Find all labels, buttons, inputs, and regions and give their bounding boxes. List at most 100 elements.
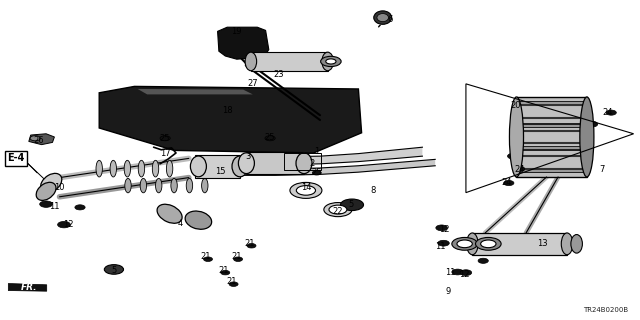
Ellipse shape [322,52,333,71]
Ellipse shape [245,52,257,71]
Circle shape [160,136,170,141]
Text: 11: 11 [445,268,455,277]
Ellipse shape [125,179,131,193]
Circle shape [586,121,598,127]
Circle shape [30,136,40,141]
Ellipse shape [40,173,62,193]
Circle shape [515,166,525,172]
Ellipse shape [186,179,193,193]
Text: 21: 21 [219,266,229,275]
Text: E-4: E-4 [7,153,25,164]
Ellipse shape [377,13,388,22]
Text: 21: 21 [232,252,242,261]
Text: 17: 17 [160,149,170,158]
Circle shape [340,199,364,211]
Circle shape [452,237,477,250]
Circle shape [478,258,488,263]
Ellipse shape [156,179,162,193]
Text: 10: 10 [54,183,64,192]
Ellipse shape [140,179,147,193]
Bar [520,147,583,149]
Text: 25: 25 [160,134,170,143]
Text: 13: 13 [538,239,548,248]
Text: 24: 24 [603,108,613,117]
Text: 26: 26 [33,136,44,145]
Ellipse shape [166,160,173,177]
Text: 11: 11 [435,242,445,251]
Polygon shape [99,86,362,153]
Ellipse shape [157,204,182,223]
Ellipse shape [152,160,159,177]
Text: 4: 4 [178,220,183,228]
Circle shape [452,269,463,275]
Circle shape [476,237,501,250]
Ellipse shape [110,160,116,177]
Text: 21: 21 [227,277,237,286]
Text: 9: 9 [445,287,451,296]
Bar [520,102,583,104]
Text: 19: 19 [232,27,242,36]
Ellipse shape [374,11,392,24]
Ellipse shape [185,211,212,229]
Text: TR24B0200B: TR24B0200B [583,307,628,313]
Bar [251,52,328,71]
Ellipse shape [96,160,102,177]
Circle shape [296,186,316,195]
Text: 14: 14 [301,183,311,192]
Bar [519,101,584,106]
Circle shape [265,136,275,141]
Circle shape [504,180,514,186]
Text: 22: 22 [333,207,343,216]
Text: FR.: FR. [20,283,37,292]
Text: 27: 27 [248,79,258,88]
Text: 8: 8 [371,186,376,195]
Circle shape [457,240,472,248]
Circle shape [321,56,341,67]
Circle shape [329,205,347,214]
Text: 21: 21 [201,252,211,261]
Ellipse shape [191,156,206,177]
Circle shape [508,153,519,159]
Ellipse shape [571,235,582,253]
Text: 12: 12 [440,225,450,234]
Ellipse shape [124,160,131,177]
Text: 11: 11 [49,202,60,211]
Text: 3: 3 [246,152,251,161]
Bar [519,123,584,128]
Polygon shape [138,89,253,94]
Circle shape [58,221,70,228]
Circle shape [326,59,336,64]
Circle shape [229,282,238,286]
Ellipse shape [36,182,56,200]
Circle shape [481,240,496,248]
Text: 12: 12 [460,270,470,279]
Circle shape [606,110,616,115]
Ellipse shape [467,233,478,255]
Text: 24: 24 [502,178,512,187]
Circle shape [436,225,447,231]
Circle shape [247,244,256,248]
Text: 23: 23 [273,70,284,79]
Text: 21: 21 [244,239,255,248]
Ellipse shape [238,153,255,173]
Circle shape [204,257,212,261]
Bar [195,155,240,178]
Polygon shape [8,284,47,291]
Ellipse shape [232,156,248,177]
Ellipse shape [202,179,208,193]
Circle shape [290,182,322,198]
Bar [519,168,584,173]
Ellipse shape [580,97,594,177]
Ellipse shape [296,153,312,173]
Text: 24: 24 [515,165,525,174]
Circle shape [104,265,124,274]
Bar [246,152,304,174]
Text: 6: 6 [388,15,393,24]
Text: 12: 12 [63,220,74,229]
Circle shape [460,270,472,276]
Ellipse shape [561,233,573,255]
Text: 2: 2 [310,159,315,168]
Ellipse shape [171,179,177,193]
Text: 5: 5 [348,200,353,209]
Bar [472,233,567,255]
